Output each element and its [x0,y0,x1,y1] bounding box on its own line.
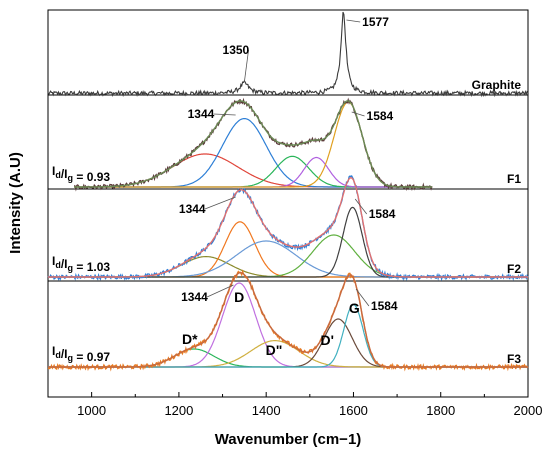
ratio-label-F3: Id/Ig = 0.97 [52,344,110,364]
plot-frame [47,9,529,398]
sample-label-F1: F1 [507,172,521,186]
sample-label-graphite: Graphite [472,78,522,92]
panel-F2 [47,175,529,282]
annotation-F2-1: 1584 [369,207,396,221]
band-label-0: D* [182,331,198,347]
annotation-F2-0: 1344 [179,202,206,216]
y-axis-title: Intensity (A.U) [7,152,24,254]
x-axis: 1000 1200 1400 1600 1800 2000 [47,392,543,418]
x-tick-label: 1800 [426,403,455,418]
spectra-curves [47,11,529,372]
component-peak-F3-0 [48,348,528,368]
annotation-leader-F3-1 [355,288,370,307]
component-peak-F2-2 [48,240,528,278]
component-peak-F1-0 [74,153,432,188]
annotation-F1-1: 1584 [367,109,394,123]
series-F3-fit [48,271,528,368]
annotation-leader-graphite-0 [243,49,249,83]
annotation-leader-F1-0 [213,113,236,116]
x-tick-label: 2000 [514,403,543,418]
band-label-2: D" [266,342,283,358]
component-peak-F2-3 [48,234,528,278]
series-F2-fit [48,176,528,278]
annotation-graphite-1: 1577 [362,15,389,29]
annotation-leader-F1-1 [351,111,365,117]
component-peak-F1-2 [74,155,432,188]
series-F1-fit [74,100,432,188]
annotation-leader-F2-0 [204,196,236,210]
band-label-4: G [349,300,360,316]
series-F2-experimental [47,175,529,282]
panel-F3 [47,269,529,372]
component-peak-F3-2 [48,340,528,368]
annotation-F1-0: 1344 [188,107,215,121]
panel-F1 [73,97,433,192]
x-tick-label: 1600 [339,403,368,418]
component-peak-F1-3 [74,156,432,188]
panel-graphite [47,11,529,98]
sample-label-F2: F2 [507,262,521,276]
sample-label-F3: F3 [507,352,521,366]
ratio-label-F2: Id/Ig = 1.03 [52,254,110,274]
x-axis-title: Wavenumber (cm−1) [215,431,362,448]
component-peak-F3-4 [48,303,528,368]
series-F3-experimental [47,269,529,372]
series-graphite [47,11,529,98]
annotation-leader-F3-0 [206,284,234,298]
annotation-leader-F2-1 [354,198,368,215]
panel-separators [48,94,528,282]
component-peak-F2-0 [48,256,528,278]
annotations-layer: Graphite Id/Ig = 0.93 F1 Id/Ig = 1.03 F2 Id/I… [52,15,521,366]
x-tick-label: 1200 [164,403,193,418]
ratio-label-F1: Id/Ig = 0.93 [52,164,110,184]
x-tick-label: 1400 [252,403,281,418]
x-tick-label: 1000 [77,403,106,418]
annotation-F3-1: 1584 [371,299,398,313]
component-peak-F3-1 [48,282,528,368]
band-label-1: D [234,289,244,305]
annotation-F3-0: 1344 [181,290,208,304]
annotation-graphite-0: 1350 [223,43,250,57]
annotation-leader-graphite-1 [346,19,361,23]
band-label-3: D' [321,332,334,348]
